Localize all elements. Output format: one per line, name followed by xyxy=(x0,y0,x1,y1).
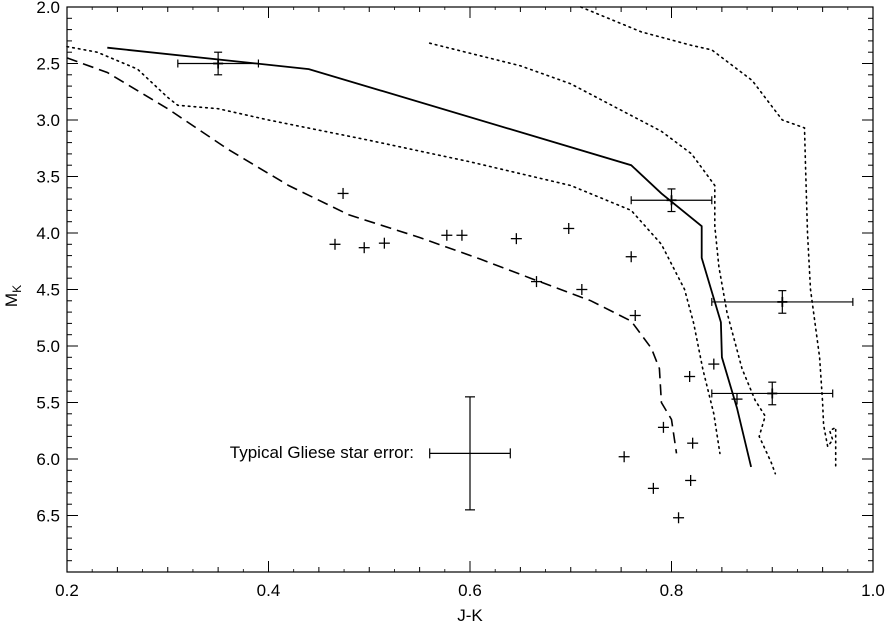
x-tick-label: 0.4 xyxy=(257,581,281,600)
y-axis: 2.0 2.5 3.0 3.5 4.0 4.5 5.0 5.5 6.0 6.5 xyxy=(36,0,873,562)
model-curve-solid xyxy=(107,46,752,468)
model-curve-dashed xyxy=(66,57,678,454)
model-curve-dotted xyxy=(580,6,837,467)
star-point xyxy=(456,229,468,241)
typical-error-marker xyxy=(429,396,511,511)
error-bar-point xyxy=(630,188,713,213)
star-point xyxy=(685,474,697,486)
error-bar-point xyxy=(177,51,260,76)
y-axis-label-subscript: K xyxy=(10,285,24,293)
star-point xyxy=(629,309,641,321)
error-bar-point xyxy=(711,381,834,406)
y-axis-label-main: M xyxy=(2,293,21,307)
star-point xyxy=(530,276,542,288)
star-point xyxy=(441,229,453,241)
star-point xyxy=(510,233,522,245)
y-tick-label: 6.5 xyxy=(36,507,60,526)
typical-error-cross xyxy=(429,396,511,511)
star-point xyxy=(576,284,588,295)
x-tick-label: 0.6 xyxy=(458,581,482,600)
star-points xyxy=(329,187,743,524)
star-point xyxy=(625,251,637,263)
error-bar-points xyxy=(177,51,854,406)
typical-error-label: Typical Gliese star error: xyxy=(230,443,414,462)
y-tick-label: 5.5 xyxy=(36,394,60,413)
star-point xyxy=(708,358,720,370)
star-point xyxy=(684,371,696,383)
star-point xyxy=(673,512,685,524)
y-tick-label: 4.5 xyxy=(36,281,60,300)
y-tick-label: 3.5 xyxy=(36,168,60,187)
y-tick-label: 2.0 xyxy=(36,0,60,17)
star-point xyxy=(329,238,341,250)
star-point xyxy=(657,421,669,433)
star-point xyxy=(337,187,349,199)
star-point xyxy=(563,222,575,234)
star-point xyxy=(647,482,659,494)
model-curve-dotted xyxy=(428,42,777,475)
y-tick-label: 6.0 xyxy=(36,450,60,469)
star-point xyxy=(618,451,630,463)
x-axis-label: J-K xyxy=(457,606,483,625)
x-tick-label: 1.0 xyxy=(861,581,885,600)
y-tick-label: 5.0 xyxy=(36,337,60,356)
x-tick-label: 0.8 xyxy=(660,581,684,600)
star-point xyxy=(731,393,743,405)
y-axis-label: MK xyxy=(2,285,24,307)
star-point xyxy=(378,237,390,249)
y-tick-label: 2.5 xyxy=(36,55,60,74)
y-tick-label: 4.0 xyxy=(36,224,60,243)
model-curves xyxy=(66,6,837,475)
x-tick-label: 0.2 xyxy=(55,581,79,600)
star-point xyxy=(358,242,370,254)
y-tick-label: 3.0 xyxy=(36,111,60,130)
model-curve-dotted xyxy=(66,45,721,455)
x-axis: 0.2 0.4 0.6 0.8 1.0 xyxy=(55,7,885,600)
star-point xyxy=(687,437,699,449)
error-bar-point xyxy=(711,290,854,314)
